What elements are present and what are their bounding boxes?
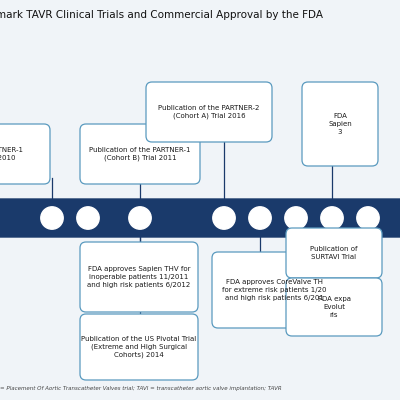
FancyBboxPatch shape <box>146 82 272 142</box>
Text: FDA
Sapien
3: FDA Sapien 3 <box>328 113 352 135</box>
Text: Publication of
SURTAVI Trial: Publication of SURTAVI Trial <box>310 246 358 260</box>
Text: FDA approves Sapien THV for
inoperable patients 11/2011
and high risk patients 6: FDA approves Sapien THV for inoperable p… <box>87 266 191 288</box>
FancyBboxPatch shape <box>0 199 400 237</box>
Circle shape <box>129 207 151 229</box>
Circle shape <box>77 207 99 229</box>
FancyBboxPatch shape <box>80 314 198 380</box>
Text: mark TAVR Clinical Trials and Commercial Approval by the FDA: mark TAVR Clinical Trials and Commercial… <box>0 10 323 20</box>
FancyBboxPatch shape <box>212 252 336 328</box>
FancyBboxPatch shape <box>286 278 382 336</box>
Circle shape <box>249 207 271 229</box>
Text: Publication of the US Pivotal Trial
(Extreme and High Surgical
Cohorts) 2014: Publication of the US Pivotal Trial (Ext… <box>81 336 197 358</box>
Circle shape <box>41 207 63 229</box>
Circle shape <box>321 207 343 229</box>
Text: FDA expa
Evolut
ris: FDA expa Evolut ris <box>318 296 350 318</box>
FancyBboxPatch shape <box>80 242 198 312</box>
FancyBboxPatch shape <box>80 124 200 184</box>
FancyBboxPatch shape <box>0 124 50 184</box>
Text: = Placement Of Aortic Transcatheter Valves trial; TAVI = transcatheter aortic va: = Placement Of Aortic Transcatheter Valv… <box>0 386 282 391</box>
Text: FDA approves CoreValve TH
for extreme risk patients 1/20
and high risk patients : FDA approves CoreValve TH for extreme ri… <box>222 279 326 301</box>
Circle shape <box>285 207 307 229</box>
Text: Publication of the PARTNER-1
(Cohort B) Trial 2011: Publication of the PARTNER-1 (Cohort B) … <box>89 147 191 161</box>
FancyBboxPatch shape <box>286 228 382 278</box>
Circle shape <box>213 207 235 229</box>
Circle shape <box>357 207 379 229</box>
Text: he PARTNER-1
Trial 2010: he PARTNER-1 Trial 2010 <box>0 147 22 161</box>
Text: Publication of the PARTNER-2
(Cohort A) Trial 2016: Publication of the PARTNER-2 (Cohort A) … <box>158 105 260 119</box>
FancyBboxPatch shape <box>302 82 378 166</box>
